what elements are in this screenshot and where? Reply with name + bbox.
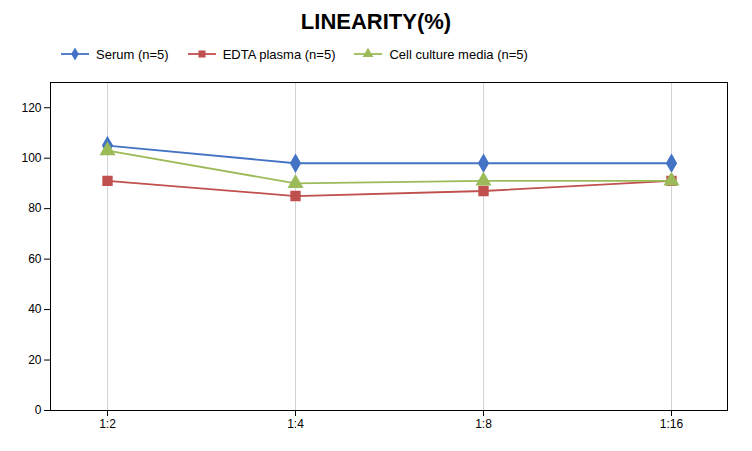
html-text:Cell culture media (n=5): Cell culture media (n=5) <box>389 46 528 62</box>
svg-text:40: 40 <box>28 302 42 316</box>
svg-text:60: 60 <box>28 252 42 266</box>
svg-text:100: 100 <box>21 151 41 165</box>
svg-text:80: 80 <box>28 201 42 215</box>
html-text:EDTA plasma (n=5): EDTA plasma (n=5) <box>222 46 336 62</box>
svg-text:1:4: 1:4 <box>287 417 304 431</box>
svg-text:0: 0 <box>35 403 42 417</box>
svg-text:1:16: 1:16 <box>660 417 684 431</box>
svg-text:1:2: 1:2 <box>99 417 116 431</box>
html-text:Serum (n=5): Serum (n=5) <box>96 46 169 62</box>
svg-text:1:8: 1:8 <box>475 417 492 431</box>
svg-text:20: 20 <box>28 353 42 367</box>
svg-text:120: 120 <box>21 101 41 115</box>
html-text:LINEARITY(%): LINEARITY(%) <box>300 9 452 34</box>
